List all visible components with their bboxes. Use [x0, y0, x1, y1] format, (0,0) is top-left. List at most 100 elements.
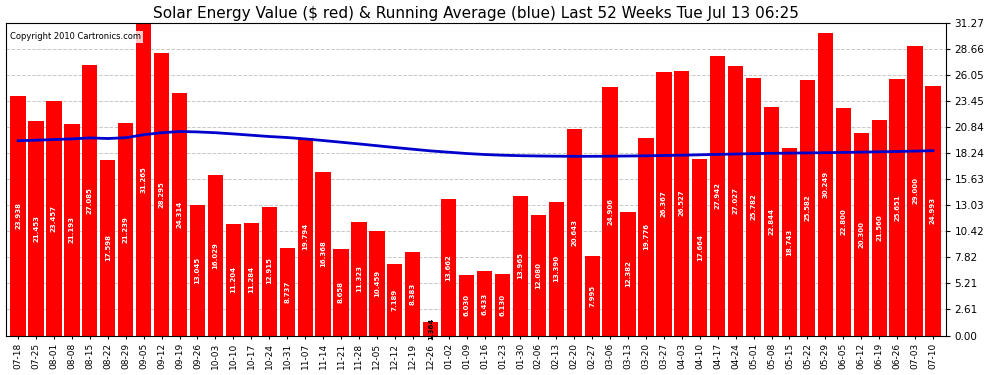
Text: 17.664: 17.664 — [697, 234, 703, 261]
Bar — [423, 322, 439, 336]
Bar — [334, 249, 348, 336]
Bar — [548, 202, 564, 336]
Bar — [836, 108, 851, 336]
Bar — [728, 66, 743, 336]
Bar — [261, 207, 277, 336]
Bar — [513, 196, 528, 336]
Text: 28.295: 28.295 — [158, 181, 164, 208]
Bar — [136, 23, 151, 336]
Bar — [926, 86, 940, 336]
Text: 7.189: 7.189 — [392, 288, 398, 311]
Text: 22.844: 22.844 — [768, 208, 774, 235]
Bar — [100, 160, 116, 336]
Text: 8.383: 8.383 — [410, 282, 416, 305]
Text: 13.965: 13.965 — [518, 252, 524, 279]
Bar — [782, 148, 797, 336]
Bar — [674, 70, 689, 336]
Text: 13.662: 13.662 — [446, 254, 451, 280]
Bar — [871, 120, 887, 336]
Text: 19.794: 19.794 — [302, 223, 308, 250]
Bar — [190, 205, 205, 336]
Text: 26.367: 26.367 — [661, 190, 667, 217]
Text: 8.658: 8.658 — [338, 281, 344, 303]
Text: 19.776: 19.776 — [643, 223, 649, 250]
Text: 25.582: 25.582 — [805, 195, 811, 221]
Bar — [692, 159, 708, 336]
Text: 6.433: 6.433 — [481, 292, 487, 315]
Bar — [316, 172, 331, 336]
Bar — [800, 80, 815, 336]
Bar — [172, 93, 187, 336]
Bar — [369, 231, 384, 336]
Text: 16.368: 16.368 — [320, 240, 326, 267]
Text: 22.800: 22.800 — [841, 208, 846, 235]
Text: 13.390: 13.390 — [553, 255, 559, 282]
Text: 21.560: 21.560 — [876, 214, 882, 241]
Text: 27.942: 27.942 — [715, 183, 721, 210]
Text: 20.643: 20.643 — [571, 219, 577, 246]
Bar — [818, 33, 833, 336]
Bar — [477, 271, 492, 336]
Bar — [298, 138, 313, 336]
Text: 21.193: 21.193 — [69, 216, 75, 243]
Text: 24.906: 24.906 — [607, 198, 613, 225]
Bar — [441, 199, 456, 336]
Bar — [47, 101, 61, 336]
Text: 24.993: 24.993 — [930, 197, 936, 224]
Bar — [621, 212, 636, 336]
Bar — [405, 252, 421, 336]
Text: 11.284: 11.284 — [248, 266, 254, 293]
Text: 11.323: 11.323 — [356, 266, 362, 292]
Bar — [11, 96, 26, 336]
Bar — [351, 222, 366, 336]
Text: 25.782: 25.782 — [750, 194, 756, 220]
Bar — [853, 133, 869, 336]
Text: 1.364: 1.364 — [428, 318, 434, 340]
Text: 16.029: 16.029 — [213, 242, 219, 269]
Bar — [64, 124, 79, 336]
Bar — [279, 248, 295, 336]
Bar — [566, 129, 582, 336]
Text: 18.743: 18.743 — [786, 228, 792, 255]
Text: 6.030: 6.030 — [463, 294, 469, 316]
Text: 20.300: 20.300 — [858, 220, 864, 248]
Bar — [603, 87, 618, 336]
Text: 8.737: 8.737 — [284, 281, 290, 303]
Bar — [459, 275, 474, 336]
Text: 13.045: 13.045 — [194, 257, 201, 284]
Text: 10.459: 10.459 — [374, 270, 380, 297]
Text: 24.314: 24.314 — [176, 201, 182, 228]
Text: 21.453: 21.453 — [33, 215, 39, 242]
Text: 12.080: 12.080 — [536, 262, 542, 289]
Text: 23.938: 23.938 — [15, 202, 21, 229]
Bar — [908, 46, 923, 336]
Bar — [746, 78, 761, 336]
Text: 21.239: 21.239 — [123, 216, 129, 243]
Bar — [208, 176, 223, 336]
Bar — [764, 107, 779, 336]
Bar — [226, 224, 241, 336]
Text: 25.651: 25.651 — [894, 194, 900, 221]
Text: 27.085: 27.085 — [87, 187, 93, 214]
Text: 30.249: 30.249 — [823, 171, 829, 198]
Bar — [656, 72, 671, 336]
Bar — [584, 256, 600, 336]
Text: 23.457: 23.457 — [51, 205, 57, 232]
Text: 31.265: 31.265 — [141, 166, 147, 193]
Bar — [244, 223, 259, 336]
Bar — [639, 138, 653, 336]
Text: 27.027: 27.027 — [733, 187, 739, 214]
Text: 6.130: 6.130 — [500, 294, 506, 316]
Bar — [495, 274, 510, 336]
Bar — [710, 56, 726, 336]
Bar — [118, 123, 134, 336]
Bar — [387, 264, 403, 336]
Text: Copyright 2010 Cartronics.com: Copyright 2010 Cartronics.com — [10, 33, 142, 42]
Text: 11.204: 11.204 — [231, 266, 237, 293]
Bar — [531, 215, 545, 336]
Text: 17.598: 17.598 — [105, 234, 111, 261]
Text: 7.995: 7.995 — [589, 285, 595, 307]
Bar — [154, 53, 169, 336]
Title: Solar Energy Value ($ red) & Running Average (blue) Last 52 Weeks Tue Jul 13 06:: Solar Energy Value ($ red) & Running Ave… — [152, 6, 799, 21]
Text: 12.382: 12.382 — [625, 260, 631, 287]
